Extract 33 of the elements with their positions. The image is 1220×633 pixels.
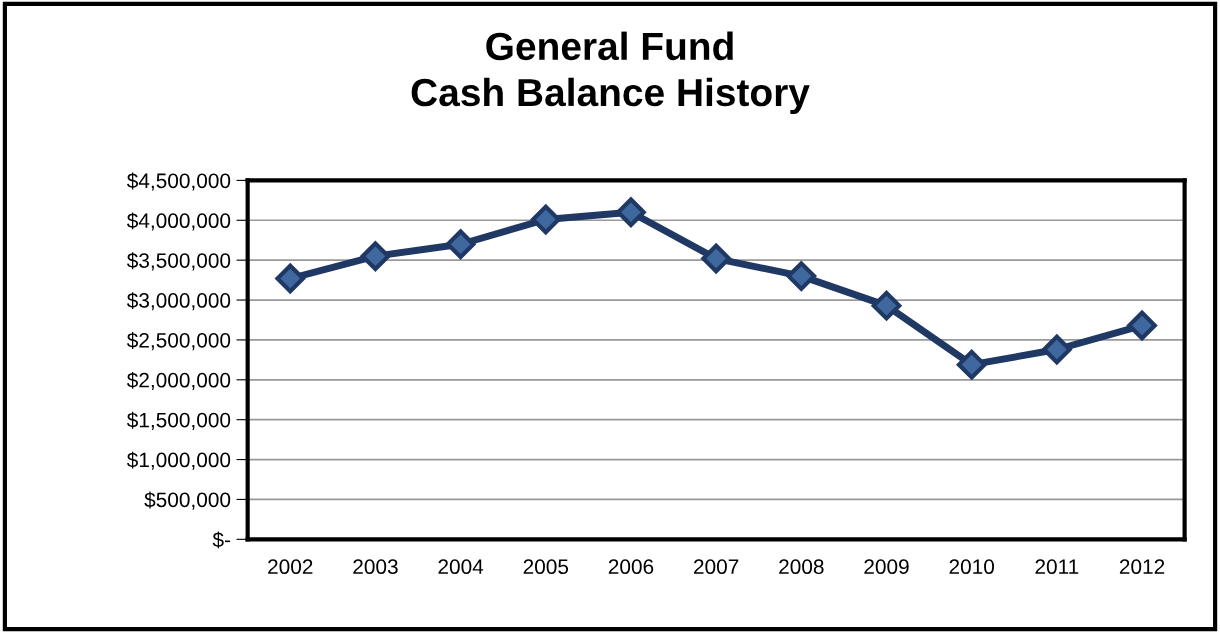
y-tick-label: $3,500,000 — [126, 252, 231, 271]
chart-title: General Fund Cash Balance History — [411, 31, 810, 114]
x-tick-label: 2006 — [608, 559, 654, 575]
point — [1127, 310, 1157, 341]
y-tick-label: $1,500,000 — [126, 411, 231, 430]
point — [871, 290, 902, 321]
point — [360, 241, 391, 272]
x-tick-label: 2010 — [949, 559, 995, 575]
x-tick-label: 2012 — [1119, 559, 1165, 575]
x-tick-label: 2002 — [268, 559, 313, 575]
x-tick-label: 2009 — [864, 559, 909, 575]
point — [445, 229, 476, 260]
point — [786, 261, 817, 291]
y-tick-label: $1,000,000 — [126, 451, 231, 470]
y-tick-label: $500,000 — [144, 491, 231, 510]
y-tick-label: $2,500,000 — [126, 332, 231, 351]
point — [701, 243, 731, 274]
point — [616, 197, 646, 228]
x-tick-label: 2011 — [1035, 559, 1079, 575]
y-tick-label: $2,000,000 — [126, 371, 231, 391]
y-tick-label: $- — [212, 531, 231, 549]
x-tick-label: 2003 — [353, 559, 398, 575]
y-tick-label: $3,000,000 — [126, 292, 231, 311]
point — [275, 263, 306, 294]
point — [530, 204, 561, 235]
x-tick-label: 2004 — [438, 559, 484, 575]
y-tick-label: $4,000,000 — [126, 212, 231, 231]
point — [1042, 334, 1072, 365]
x-tick-label: 2005 — [523, 559, 569, 575]
y-tick-label: $4,500,000 — [126, 172, 231, 191]
x-tick-label: 2008 — [779, 559, 824, 575]
x-tick-label: 2007 — [694, 559, 739, 575]
point — [956, 349, 987, 380]
